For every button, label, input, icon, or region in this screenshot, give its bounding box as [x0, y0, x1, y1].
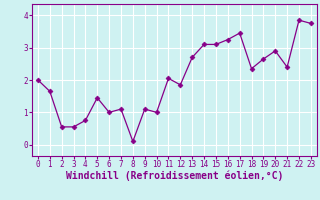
X-axis label: Windchill (Refroidissement éolien,°C): Windchill (Refroidissement éolien,°C)	[66, 171, 283, 181]
